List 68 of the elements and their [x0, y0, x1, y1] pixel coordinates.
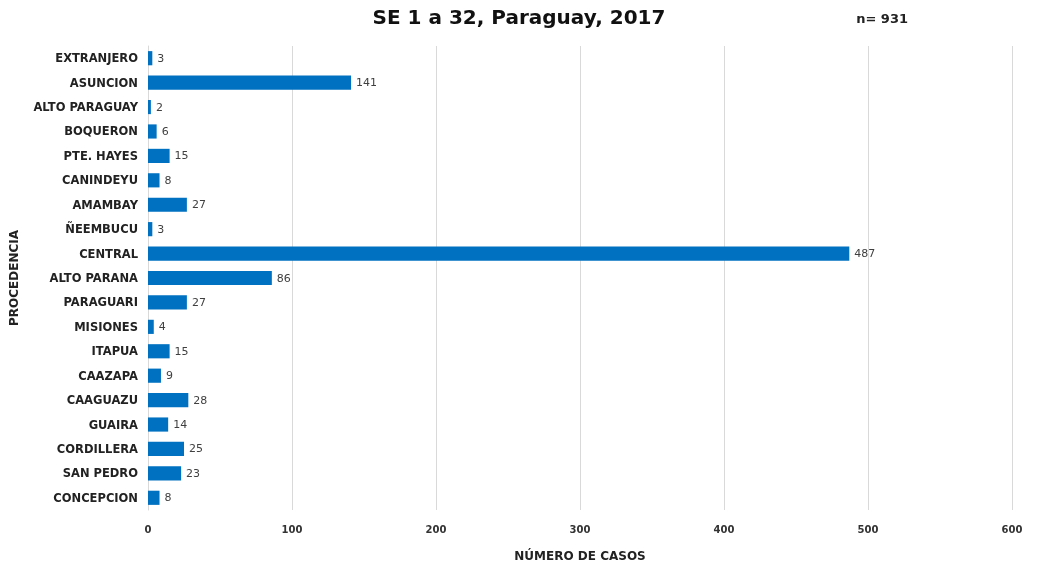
- x-tick-label: 300: [569, 523, 591, 535]
- y-tick-label: ALTO PARAGUAY: [33, 100, 139, 115]
- data-label: 15: [174, 149, 189, 163]
- y-tick-label: CENTRAL: [79, 246, 139, 261]
- x-tick-label: 0: [144, 523, 152, 535]
- data-label: 14: [173, 418, 188, 432]
- data-label: 86: [276, 271, 291, 285]
- bar: [148, 393, 189, 408]
- text: n= 931: [856, 11, 908, 26]
- bar: [148, 417, 169, 432]
- data-label: 25: [189, 442, 203, 456]
- y-tick-label: PTE. HAYES: [63, 148, 138, 163]
- y-tick-label: ITAPUA: [91, 344, 139, 359]
- y-tick-label: EXTRANJERO: [55, 51, 139, 66]
- y-tick-label: MISIONES: [74, 319, 138, 334]
- y-tick-label: CAAGUAZU: [66, 393, 138, 408]
- y-tick-label: CANINDEYU: [62, 173, 138, 188]
- data-label: 23: [186, 466, 201, 480]
- data-label: 2: [155, 100, 163, 114]
- bar: [148, 99, 151, 115]
- chart-title: SE 1 a 32, Paraguay, 2017: [372, 5, 666, 29]
- data-label: 28: [193, 393, 208, 407]
- data-label: 9: [165, 369, 173, 383]
- data-label: 27: [191, 295, 206, 309]
- y-tick-label: ALTO PARANA: [49, 271, 139, 285]
- bar: [148, 148, 170, 163]
- y-axis-title: PROCEDENCIA: [7, 229, 21, 326]
- y-tick-label: CORDILLERA: [56, 441, 139, 456]
- bar: [148, 173, 160, 188]
- x-tick-label: 500: [857, 523, 879, 535]
- bar: [148, 75, 352, 90]
- data-label: 8: [164, 173, 172, 187]
- y-tick-label: CAAZAPA: [78, 368, 139, 383]
- y-tick-label: BOQUERON: [64, 124, 138, 139]
- data-label: 141: [356, 76, 378, 90]
- bar: [148, 124, 157, 139]
- bar: [148, 441, 184, 457]
- y-tick-label: ÑEEMBUCU: [65, 221, 138, 237]
- bar: [148, 222, 153, 237]
- y-tick-label: GUAIRA: [88, 417, 139, 432]
- y-tick-label: CONCEPCION: [53, 490, 138, 505]
- bar: [148, 51, 153, 66]
- x-tick-label: 200: [425, 523, 447, 535]
- bar: [148, 368, 161, 383]
- x-tick-label: 100: [281, 523, 303, 535]
- data-label: 15: [174, 344, 189, 358]
- y-tick-label: ASUNCION: [69, 75, 138, 90]
- data-label: 487: [854, 247, 876, 261]
- bar: [148, 490, 160, 505]
- bar: [148, 295, 187, 310]
- bar: [148, 197, 187, 212]
- data-label: 27: [191, 198, 206, 212]
- data-label: 3: [157, 222, 165, 236]
- data-label: 4: [158, 320, 166, 334]
- bar: [148, 319, 154, 334]
- bar: [148, 270, 272, 286]
- y-tick-label: PARAGUARI: [63, 295, 138, 310]
- bar: [148, 344, 170, 359]
- bar: [148, 246, 850, 261]
- data-label: 6: [161, 124, 169, 138]
- y-tick-label: AMAMBAY: [72, 197, 139, 212]
- y-tick-label: SAN PEDRO: [62, 466, 139, 481]
- bar: [148, 466, 182, 481]
- x-axis-title: NÚMERO DE CASOS: [514, 548, 646, 563]
- x-tick-label: 600: [1001, 523, 1023, 535]
- data-label: 8: [164, 491, 172, 505]
- x-tick-label: 400: [713, 523, 735, 535]
- data-label: 3: [157, 51, 165, 65]
